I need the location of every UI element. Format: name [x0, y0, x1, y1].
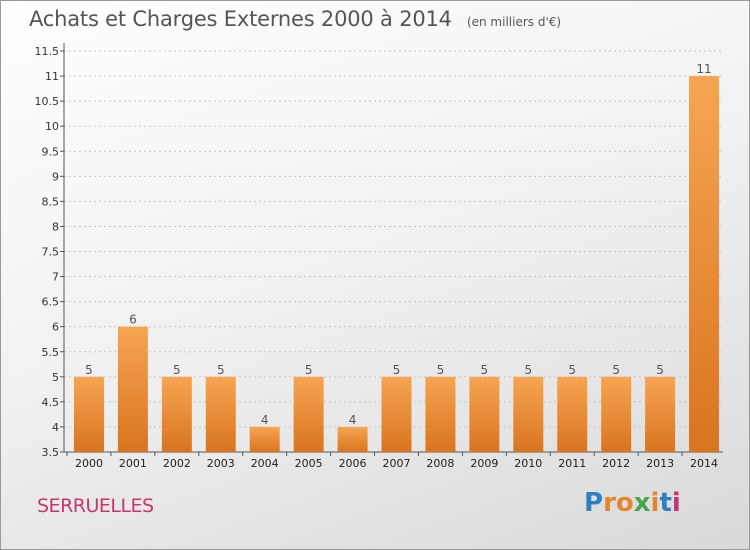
bar — [645, 376, 676, 452]
y-tick-label: 7.5 — [42, 246, 60, 259]
data-label: 5 — [393, 363, 401, 377]
y-tick-label: 9 — [52, 170, 59, 183]
proxiti-logo: Proxiti — [584, 488, 681, 518]
bar — [601, 376, 632, 452]
title-row: Achats et Charges Externes 2000 à 2014 (… — [29, 7, 561, 31]
data-label: 4 — [349, 413, 357, 427]
x-tick-label: 2009 — [470, 457, 498, 470]
logo-letter: o — [615, 488, 634, 518]
data-label: 5 — [305, 363, 313, 377]
x-tick-label: 2001 — [119, 457, 147, 470]
y-tick-label: 10.5 — [35, 95, 60, 108]
logo-letter: r — [603, 488, 616, 518]
bar — [513, 376, 544, 452]
y-tick-label: 11.5 — [35, 45, 60, 58]
data-label: 5 — [85, 363, 93, 377]
x-tick-label: 2012 — [602, 457, 630, 470]
data-label: 6 — [129, 313, 137, 327]
data-label: 5 — [524, 363, 532, 377]
x-tick-label: 2013 — [646, 457, 674, 470]
logo-letter: t — [659, 488, 672, 518]
logo-letter: x — [633, 488, 651, 518]
y-tick-label: 7 — [52, 271, 59, 284]
bar — [205, 376, 236, 452]
x-tick-label: 2006 — [339, 457, 367, 470]
x-tick-label: 2014 — [690, 457, 718, 470]
y-tick-label: 10 — [45, 120, 59, 133]
y-tick-label: 4.5 — [42, 396, 60, 409]
x-tick-label: 2003 — [207, 457, 235, 470]
data-label: 5 — [568, 363, 576, 377]
logo-letter: i — [671, 488, 681, 518]
logo-letter: i — [650, 488, 660, 518]
chart-subtitle: (en milliers d'€) — [466, 15, 562, 29]
y-tick-label: 5.5 — [42, 346, 60, 359]
data-label: 5 — [656, 363, 664, 377]
bar — [557, 376, 588, 452]
y-tick-label: 6.5 — [42, 296, 60, 309]
bar — [161, 376, 192, 452]
bar — [381, 376, 412, 452]
x-tick-label: 2000 — [75, 457, 103, 470]
y-tick-label: 6 — [52, 321, 59, 334]
y-tick-label: 5 — [52, 371, 59, 384]
y-tick-label: 3.5 — [42, 446, 60, 459]
bar — [337, 426, 368, 452]
bar — [425, 376, 456, 452]
x-tick-label: 2011 — [558, 457, 586, 470]
y-tick-label: 11 — [45, 70, 59, 83]
bar — [117, 326, 148, 452]
x-tick-label: 2010 — [514, 457, 542, 470]
logo-letter: P — [584, 488, 604, 518]
commune-name: SERRUELLES — [37, 495, 154, 517]
data-label: 5 — [481, 363, 489, 377]
x-tick-label: 2008 — [426, 457, 454, 470]
data-label: 5 — [437, 363, 445, 377]
bar — [293, 376, 324, 452]
data-label: 5 — [217, 363, 225, 377]
data-label: 11 — [696, 62, 711, 76]
data-label: 5 — [612, 363, 620, 377]
bar — [249, 426, 280, 452]
x-tick-label: 2005 — [295, 457, 323, 470]
y-tick-label: 9.5 — [42, 145, 60, 158]
x-tick-label: 2004 — [251, 457, 279, 470]
bar — [689, 76, 720, 452]
data-label: 4 — [261, 413, 269, 427]
y-tick-label: 4 — [52, 421, 59, 434]
chart-title: Achats et Charges Externes 2000 à 2014 — [29, 7, 452, 31]
y-tick-label: 8.5 — [42, 195, 60, 208]
bar — [469, 376, 500, 452]
x-tick-label: 2007 — [383, 457, 411, 470]
bar — [73, 376, 104, 452]
x-tick-label: 2002 — [163, 457, 191, 470]
data-label: 5 — [173, 363, 181, 377]
y-tick-label: 8 — [52, 220, 59, 233]
